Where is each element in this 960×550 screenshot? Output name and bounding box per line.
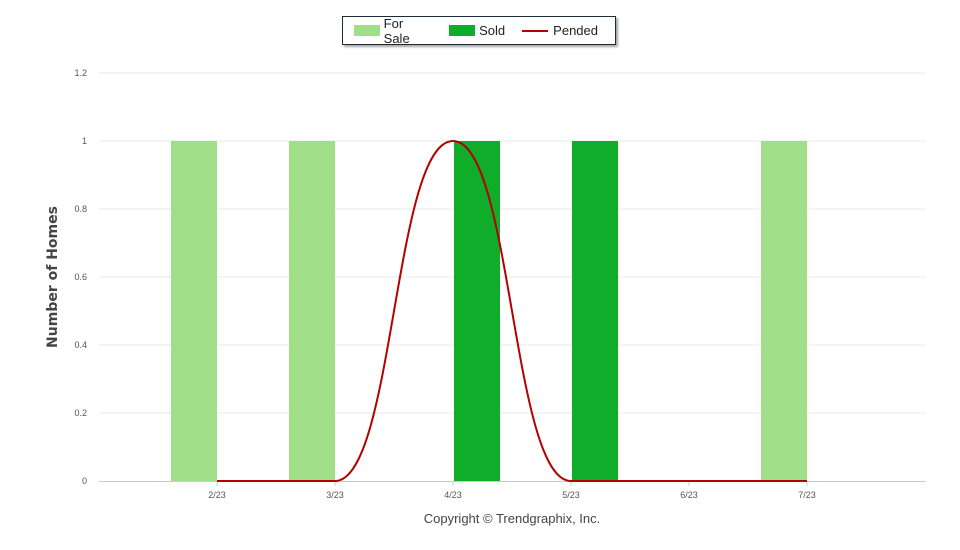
legend-label-sold: Sold (479, 23, 506, 38)
tick-labels: 0 0.2 0.4 0.6 0.8 1 1.2 2/23 3/23 4/23 5/23 6/23 7/2… (74, 68, 815, 500)
legend-swatch-for-sale (354, 25, 380, 36)
legend-swatch-sold (449, 25, 476, 36)
y-tick-label: 1.2 (74, 68, 87, 78)
y-tick-label: 0.6 (74, 272, 87, 282)
y-tick-label: 0.2 (74, 408, 87, 418)
x-tick-label: 4/23 (444, 490, 462, 500)
y-tick-label: 0 (82, 476, 87, 486)
bar-for-sale (761, 141, 807, 481)
legend: For Sale Sold Pended (342, 16, 616, 46)
x-tick-label: 5/23 (562, 490, 580, 500)
legend-item-sold[interactable]: Sold (449, 23, 505, 38)
y-tick-label: 0.8 (74, 204, 87, 214)
x-tick-label: 6/23 (680, 490, 698, 500)
bar-for-sale (289, 141, 335, 481)
legend-swatch-pended (522, 29, 549, 32)
y-tick-label: 0.4 (74, 340, 87, 350)
legend-label-pended: Pended (553, 23, 598, 38)
y-tick-label: 1 (82, 136, 87, 146)
legend-item-for-sale[interactable]: For Sale (354, 16, 432, 46)
pended-line (217, 139, 807, 482)
x-tick-label: 7/23 (798, 490, 816, 500)
bar-sold (454, 141, 500, 481)
bar-for-sale (171, 141, 217, 481)
pended-series (216, 139, 808, 482)
copyright-text: Copyright © Trendgraphix, Inc. (423, 511, 601, 526)
y-axis-title: Number of Homes (45, 206, 61, 348)
x-tick-label: 3/23 (326, 490, 344, 500)
legend-item-pended[interactable]: Pended (522, 23, 598, 38)
x-tick-label: 2/23 (208, 490, 226, 500)
legend-label-for-sale: For Sale (383, 15, 410, 46)
bars (171, 141, 807, 481)
bar-sold (572, 141, 618, 481)
